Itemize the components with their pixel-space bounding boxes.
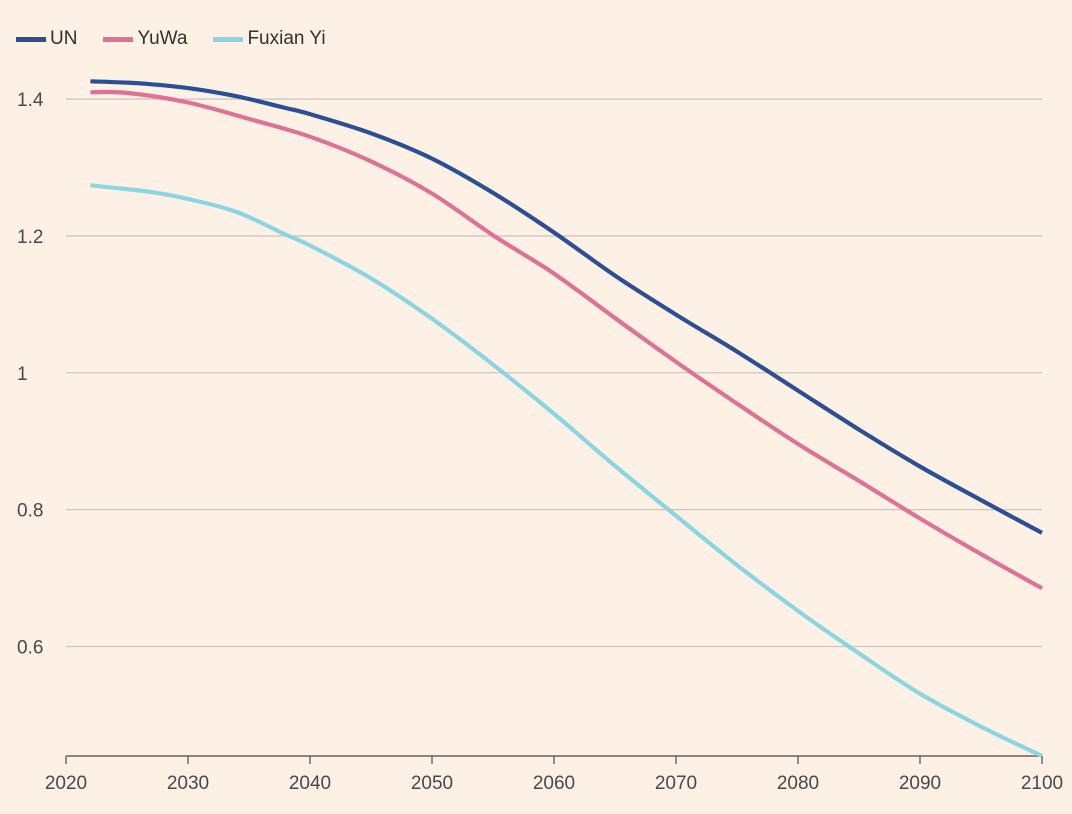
series-line-fuxian-yi (90, 183, 1043, 758)
x-axis: 2020 2030 2040 2050 2060 2070 2080 2090 2100 (45, 755, 1063, 794)
legend-item-fuxian-yi: Fuxian Yi (213, 28, 326, 50)
x-tick-label: 2020 (45, 773, 87, 794)
series-line-yuwa (90, 89, 1044, 591)
y-tick-label: 0.8 (17, 501, 43, 522)
x-tick-label: 2100 (1021, 773, 1063, 794)
x-tick-label: 2050 (411, 773, 453, 794)
series-line-un (90, 79, 1043, 535)
y-tick-label: 1 (17, 364, 28, 385)
legend-item-yuwa: YuWa (103, 28, 187, 50)
x-tick-label: 2060 (533, 773, 575, 794)
y-tick-label: 1.2 (17, 227, 43, 248)
legend-label-yuwa: YuWa (137, 28, 188, 49)
legend-item-un: UN (16, 28, 77, 50)
x-tick-label: 2080 (777, 773, 819, 794)
legend-swatch-un (16, 36, 46, 42)
series-lines (90, 79, 1044, 758)
legend-label-un: UN (50, 28, 78, 49)
gridlines (66, 98, 1042, 648)
x-tick-label: 2090 (899, 773, 941, 794)
legend-swatch-yuwa (103, 36, 134, 42)
x-tick-label: 2070 (655, 773, 697, 794)
y-axis-labels: 0.6 0.8 1 1.2 1.4 (17, 90, 44, 658)
legend-swatch-fuxian-yi (213, 36, 244, 42)
chart-legend: UN YuWa Fuxian Yi (16, 28, 352, 50)
x-tick-label: 2040 (289, 773, 331, 794)
y-tick-label: 1.4 (17, 90, 44, 111)
y-tick-label: 0.6 (17, 638, 43, 659)
legend-label-fuxian-yi: Fuxian Yi (247, 28, 326, 49)
x-tick-label: 2030 (167, 773, 209, 794)
